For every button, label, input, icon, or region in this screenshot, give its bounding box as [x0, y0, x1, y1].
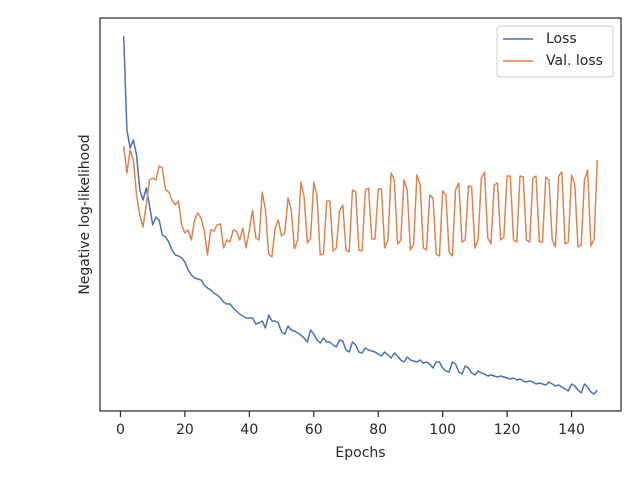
series-line [122, 35, 598, 395]
legend-label: Loss [546, 31, 577, 47]
x-axis-label: Epochs [335, 445, 385, 461]
x-tick-label: 60 [305, 422, 323, 438]
legend: Loss Val. loss [496, 25, 614, 78]
x-tick-label: 80 [369, 422, 387, 438]
x-tick-label: 20 [176, 422, 194, 438]
x-tick-label: 40 [240, 422, 258, 438]
legend-label: Val. loss [546, 53, 603, 69]
plot-area [122, 35, 599, 395]
x-tick-label: 0 [116, 422, 125, 438]
x-tick-label: 100 [429, 422, 456, 438]
x-tick-label: 120 [494, 422, 521, 438]
axes-frame [99, 17, 622, 412]
x-tick-label: 140 [558, 422, 585, 438]
y-axis-label: Negative log-likelihood [77, 134, 93, 294]
series-line [122, 145, 599, 258]
